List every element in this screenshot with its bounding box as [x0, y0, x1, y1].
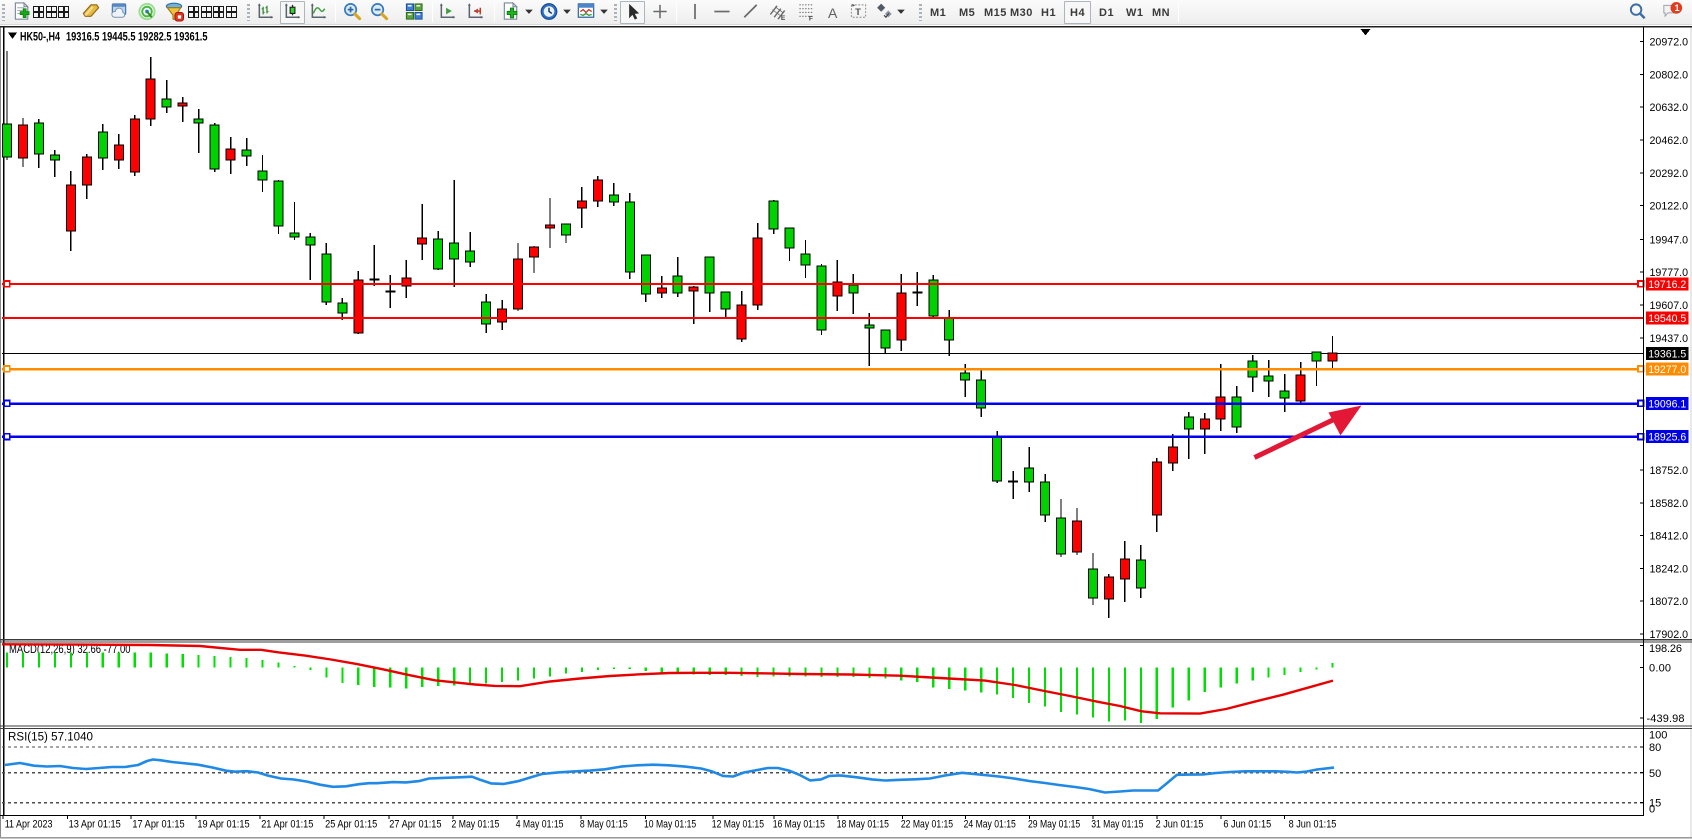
svg-text:6 Jun 01:15: 6 Jun 01:15: [1223, 819, 1271, 831]
svg-text:18752.0: 18752.0: [1650, 465, 1689, 477]
svg-text:F: F: [809, 16, 813, 22]
svg-text:T: T: [855, 7, 861, 18]
svg-text:12 May 01:15: 12 May 01:15: [712, 819, 764, 831]
svg-text:19437.0: 19437.0: [1650, 333, 1689, 345]
svg-text:20972.0: 20972.0: [1650, 37, 1689, 49]
svg-text:15: 15: [1649, 798, 1661, 810]
svg-text:18582.0: 18582.0: [1650, 498, 1689, 510]
svg-text:25 Apr 01:15: 25 Apr 01:15: [325, 819, 377, 831]
svg-text:4 May 01:15: 4 May 01:15: [516, 819, 564, 831]
svg-text:2 May 01:15: 2 May 01:15: [452, 819, 500, 831]
svg-text:19316.5 19445.5 19282.5 19361.: 19316.5 19445.5 19282.5 19361.5: [66, 29, 208, 43]
svg-text:0: 0: [1649, 804, 1655, 816]
svg-text:1: 1: [1675, 3, 1680, 13]
svg-text:2 Jun 01:15: 2 Jun 01:15: [1156, 819, 1204, 831]
svg-text:-439.98: -439.98: [1647, 713, 1685, 725]
svg-text:19607.0: 19607.0: [1650, 300, 1689, 312]
svg-text:80: 80: [1649, 742, 1661, 754]
svg-text:20632.0: 20632.0: [1650, 102, 1689, 114]
svg-text:11 Apr 2023: 11 Apr 2023: [5, 819, 53, 831]
svg-text:18072.0: 18072.0: [1650, 596, 1689, 608]
svg-text:HK50-,H4: HK50-,H4: [20, 29, 60, 43]
svg-text:0.00: 0.00: [1649, 662, 1671, 674]
svg-text:27 Apr 01:15: 27 Apr 01:15: [389, 819, 441, 831]
svg-text:20802.0: 20802.0: [1650, 69, 1689, 81]
svg-text:19540.5: 19540.5: [1648, 313, 1686, 325]
svg-text:19777.0: 19777.0: [1650, 267, 1689, 279]
svg-text:19716.2: 19716.2: [1648, 279, 1686, 291]
svg-text:24 May 01:15: 24 May 01:15: [964, 819, 1016, 831]
svg-text:17902.0: 17902.0: [1650, 629, 1689, 641]
svg-text:29 May 01:15: 29 May 01:15: [1028, 819, 1080, 831]
svg-text:17 Apr 01:15: 17 Apr 01:15: [132, 819, 184, 831]
svg-text:19096.1: 19096.1: [1648, 399, 1686, 411]
svg-text:10 May 01:15: 10 May 01:15: [644, 819, 696, 831]
svg-text:MACD(12,26,9) 32.66 -77.00: MACD(12,26,9) 32.66 -77.00: [9, 644, 131, 656]
svg-text:20462.0: 20462.0: [1650, 135, 1689, 147]
svg-text:22 May 01:15: 22 May 01:15: [901, 819, 953, 831]
svg-text:100: 100: [1649, 729, 1667, 741]
svg-text:18 May 01:15: 18 May 01:15: [837, 819, 889, 831]
svg-text:50: 50: [1649, 768, 1661, 780]
svg-text:19 Apr 01:15: 19 Apr 01:15: [197, 819, 249, 831]
svg-text:31 May 01:15: 31 May 01:15: [1091, 819, 1143, 831]
svg-text:18412.0: 18412.0: [1650, 531, 1689, 543]
svg-text:19947.0: 19947.0: [1650, 234, 1689, 246]
svg-text:RSI(15) 57.1040: RSI(15) 57.1040: [8, 731, 93, 743]
svg-text:13 Apr 01:15: 13 Apr 01:15: [69, 819, 121, 831]
svg-text:8 Jun 01:15: 8 Jun 01:15: [1289, 819, 1337, 831]
svg-text:8 May 01:15: 8 May 01:15: [580, 819, 628, 831]
svg-text:21 Apr 01:15: 21 Apr 01:15: [261, 819, 313, 831]
svg-text:18925.6: 18925.6: [1648, 432, 1686, 444]
svg-text:19361.5: 19361.5: [1648, 349, 1686, 361]
svg-text:20292.0: 20292.0: [1650, 168, 1689, 180]
svg-text:16 May 01:15: 16 May 01:15: [773, 819, 825, 831]
svg-text:198.26: 198.26: [1649, 643, 1682, 655]
svg-text:18242.0: 18242.0: [1650, 563, 1689, 575]
svg-text:19277.0: 19277.0: [1648, 364, 1686, 376]
svg-text:20122.0: 20122.0: [1650, 201, 1689, 213]
svg-text:E: E: [781, 15, 786, 22]
